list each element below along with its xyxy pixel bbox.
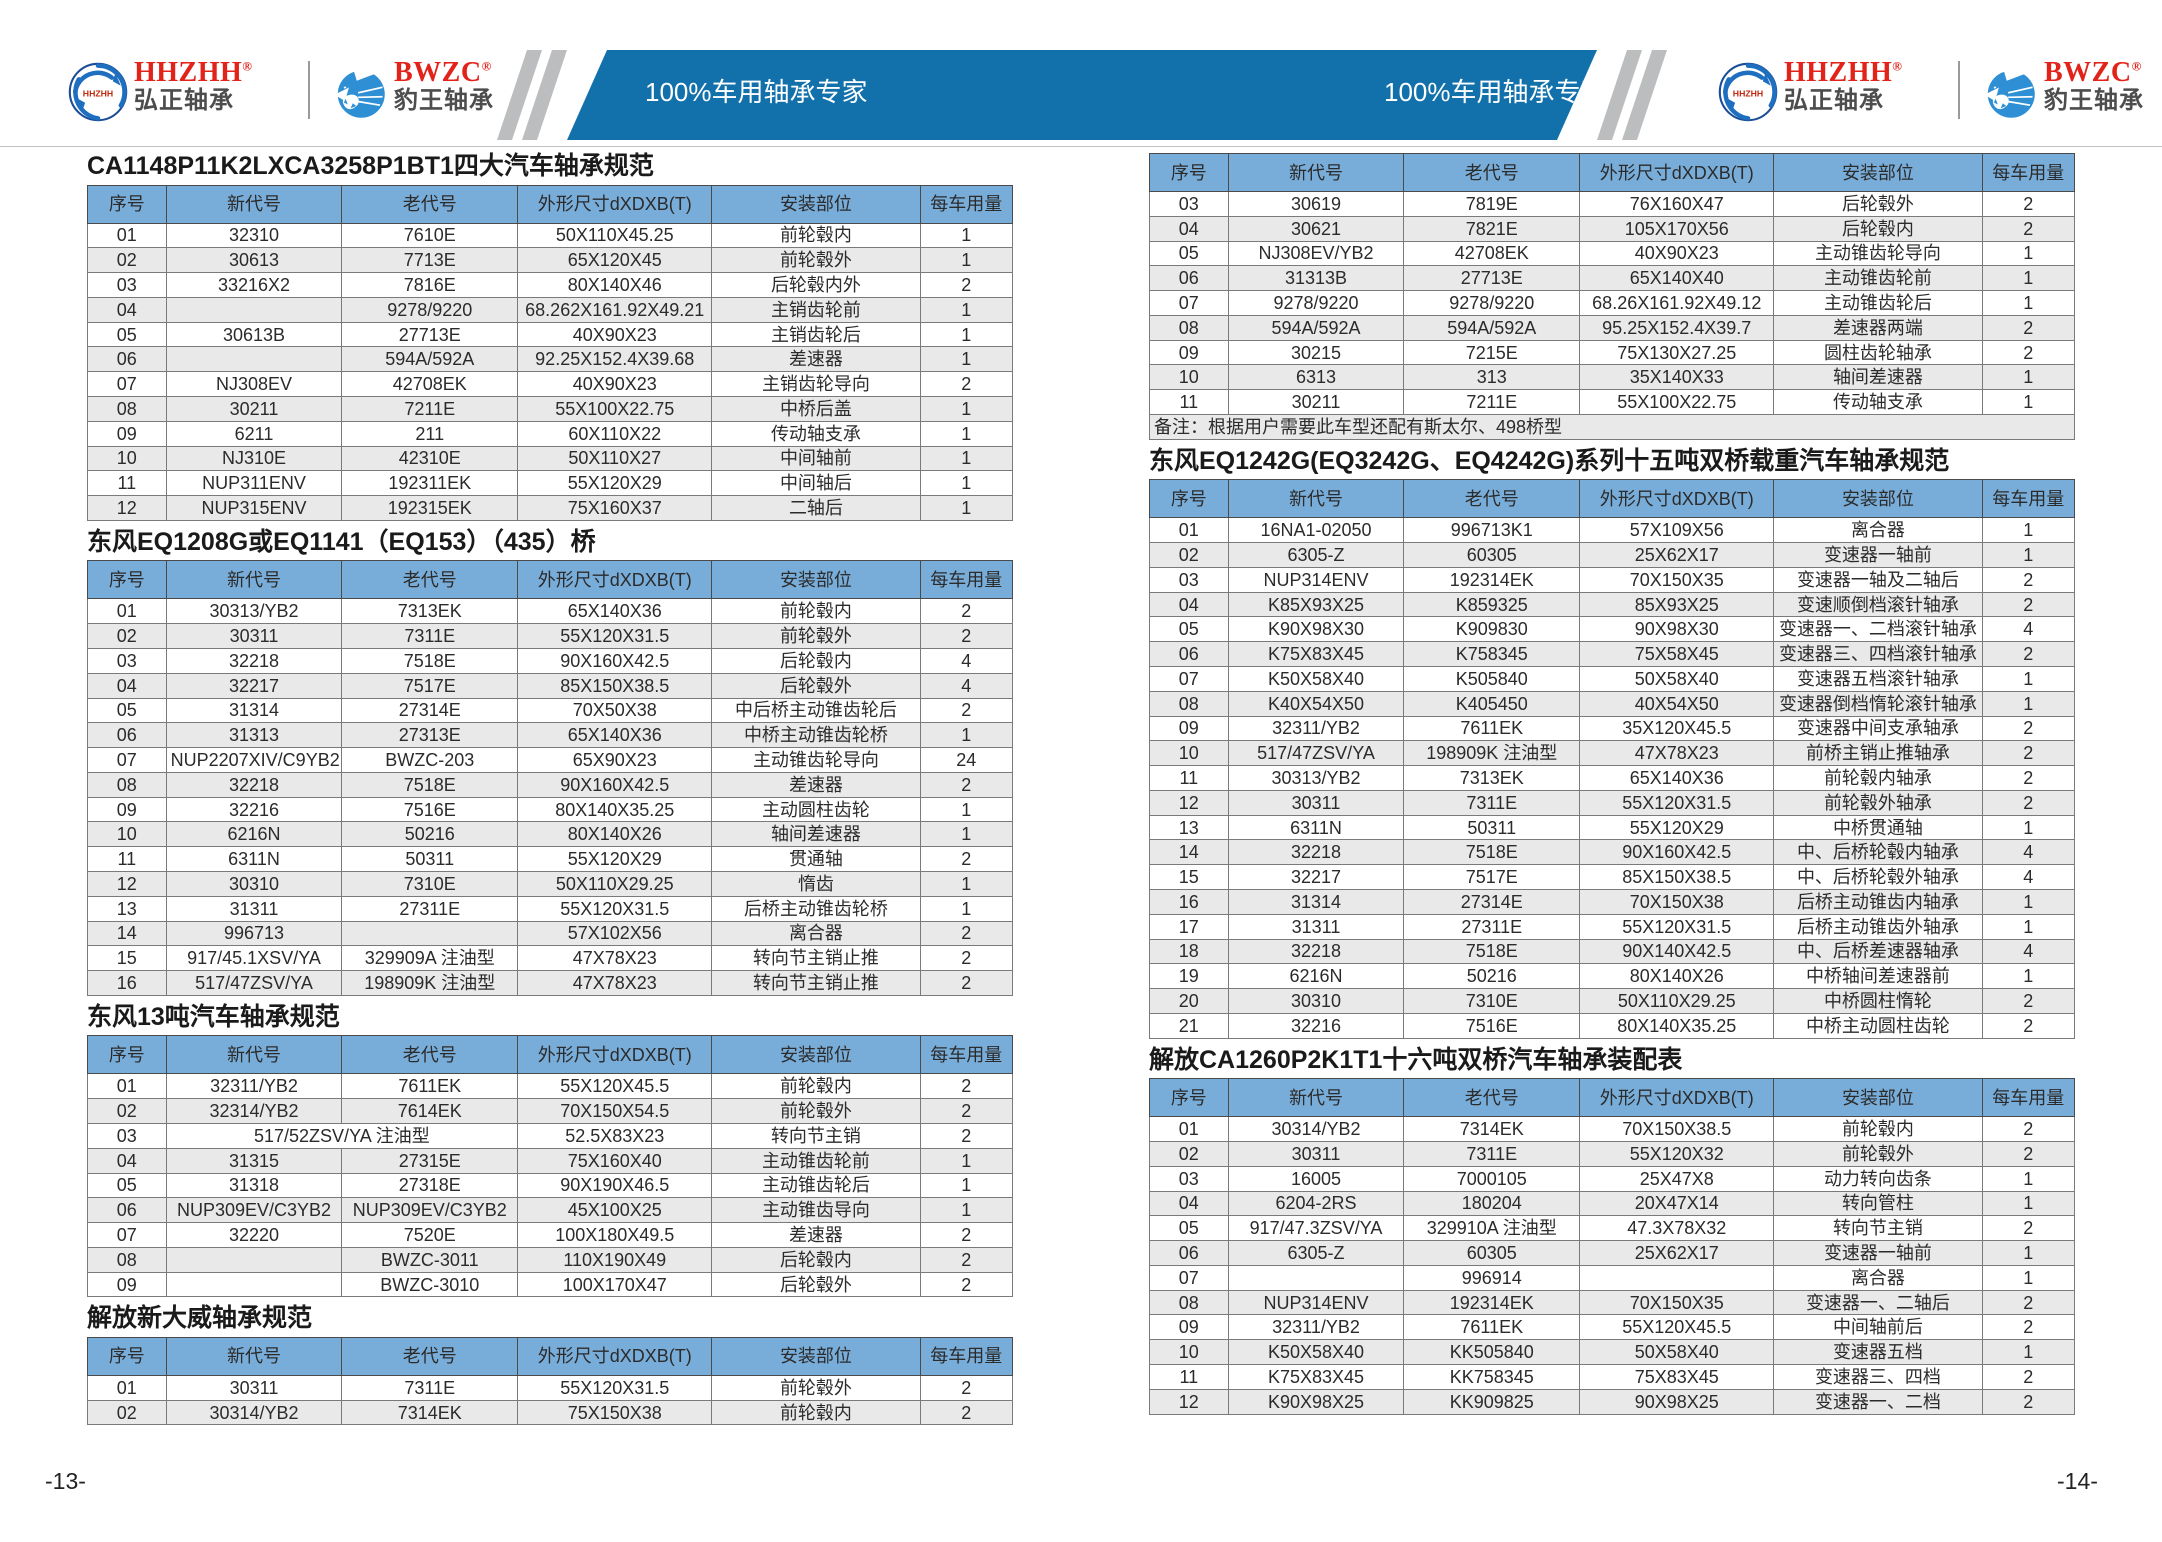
svg-text:HHZHH: HHZHH [1733, 89, 1763, 99]
svg-text:HHZHH: HHZHH [83, 89, 113, 99]
